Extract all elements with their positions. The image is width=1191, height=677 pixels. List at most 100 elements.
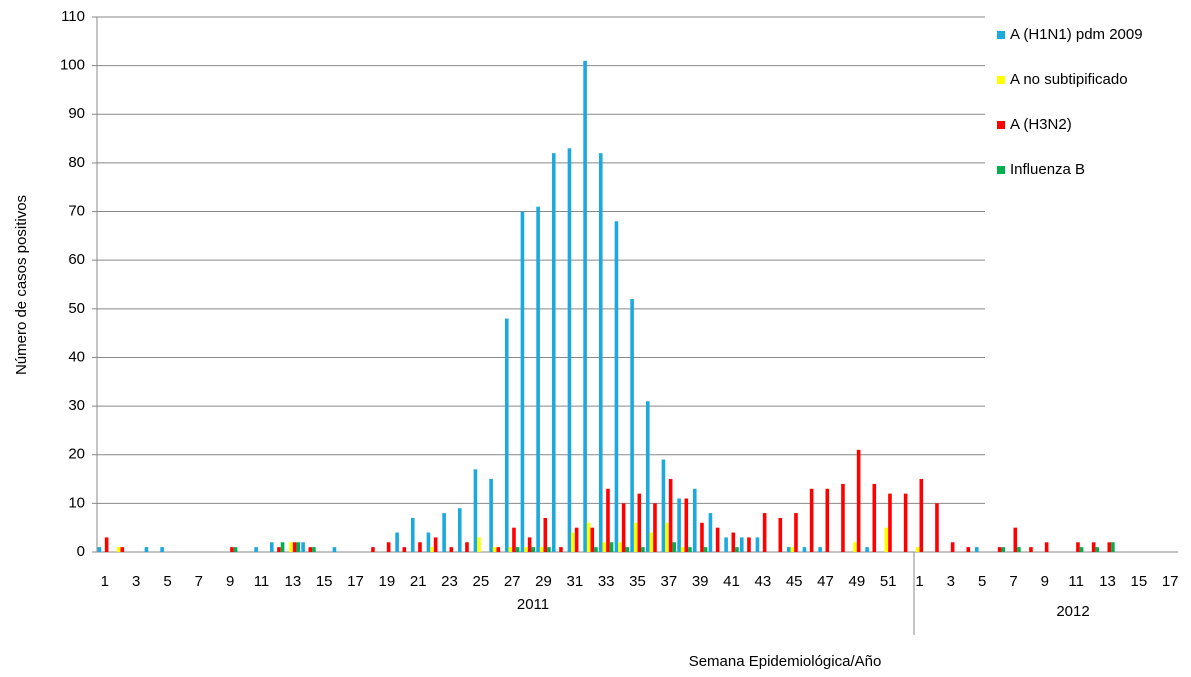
bar <box>515 547 520 552</box>
bar <box>692 488 697 552</box>
bar <box>935 503 939 552</box>
bar <box>609 542 614 552</box>
bar <box>531 547 536 552</box>
bar <box>386 542 391 552</box>
legend-label: Influenza B <box>1010 161 1085 178</box>
bar <box>559 547 563 552</box>
x-tick-label: 31 <box>566 573 583 590</box>
x-tick-label: 11 <box>1068 573 1084 590</box>
y-tick-label: 90 <box>68 105 85 122</box>
bar <box>888 493 892 552</box>
y-tick-label: 70 <box>68 203 85 220</box>
legend-label: A (H1N1) pdm 2009 <box>1010 26 1143 43</box>
bar <box>116 547 121 552</box>
bar <box>418 542 422 552</box>
bar <box>672 542 677 552</box>
bar <box>508 547 513 552</box>
legend-label: A no subtipificado <box>1010 71 1128 88</box>
bar <box>731 532 736 552</box>
x-tick-label: 51 <box>880 573 897 590</box>
bar <box>233 547 238 552</box>
year-label: 2012 <box>1056 603 1089 620</box>
legend-swatch <box>997 76 1005 84</box>
x-tick-label: 17 <box>347 573 364 590</box>
bar <box>567 148 572 552</box>
bar <box>277 547 281 552</box>
bar <box>747 537 751 552</box>
bar <box>496 547 501 552</box>
bar <box>551 153 556 552</box>
bar <box>120 547 125 552</box>
bar <box>884 527 889 552</box>
bar <box>144 547 149 552</box>
bar <box>621 503 626 552</box>
x-tick-label: 3 <box>947 573 955 590</box>
bar <box>1029 547 1033 552</box>
bar <box>974 547 979 552</box>
bar <box>762 513 767 552</box>
x-tick-label: 7 <box>1009 573 1017 590</box>
x-tick-label: 49 <box>848 573 865 590</box>
bar <box>520 211 525 552</box>
bar <box>1001 547 1006 552</box>
bar <box>708 513 713 552</box>
bar <box>104 537 109 552</box>
bar <box>1013 527 1018 552</box>
bar <box>1044 542 1049 552</box>
bar <box>778 517 783 552</box>
x-tick-label: 35 <box>629 573 646 590</box>
bar <box>680 547 685 552</box>
y-tick-label: 60 <box>68 251 85 268</box>
year-label: 2011 <box>517 596 549 613</box>
bar <box>703 547 708 552</box>
bar <box>755 537 760 552</box>
y-tick-label: 30 <box>68 397 85 414</box>
bar <box>618 542 622 552</box>
x-tick-label: 13 <box>284 573 301 590</box>
y-tick-label: 50 <box>68 300 85 317</box>
bar <box>997 547 1002 552</box>
bar <box>614 221 619 553</box>
bar <box>1017 547 1021 552</box>
bar <box>536 206 540 552</box>
x-tick-label: 15 <box>316 573 333 590</box>
bar <box>677 498 681 552</box>
bar <box>254 547 258 552</box>
x-axis-title: Semana Epidemiológica/Año <box>689 653 882 670</box>
legend-swatch <box>997 31 1005 39</box>
bar <box>1111 542 1115 552</box>
x-tick-label: 5 <box>163 573 171 590</box>
bar <box>625 547 630 552</box>
bar <box>825 488 830 552</box>
bar <box>630 299 634 552</box>
bar <box>160 547 164 552</box>
y-tick-label: 10 <box>68 494 85 511</box>
bar <box>332 547 337 552</box>
x-tick-label: 23 <box>441 573 458 590</box>
bar <box>903 493 908 552</box>
bar <box>653 503 657 552</box>
bar <box>715 527 720 552</box>
bar <box>586 522 591 552</box>
bar <box>527 537 532 552</box>
bar <box>402 547 407 552</box>
bar <box>489 479 493 552</box>
x-tick-label: 29 <box>535 573 552 590</box>
bar <box>790 547 795 552</box>
bar <box>1107 542 1112 552</box>
bar <box>841 483 845 552</box>
bar <box>395 532 399 552</box>
bar <box>606 488 610 552</box>
bar <box>465 542 469 552</box>
bar <box>865 547 869 552</box>
bar <box>809 488 814 552</box>
x-tick-label: 45 <box>786 573 803 590</box>
bar <box>442 513 446 552</box>
bar <box>853 542 857 552</box>
bar <box>665 522 669 552</box>
bar <box>292 542 297 552</box>
bar <box>602 542 607 552</box>
bar <box>574 527 579 552</box>
bar <box>872 483 877 552</box>
